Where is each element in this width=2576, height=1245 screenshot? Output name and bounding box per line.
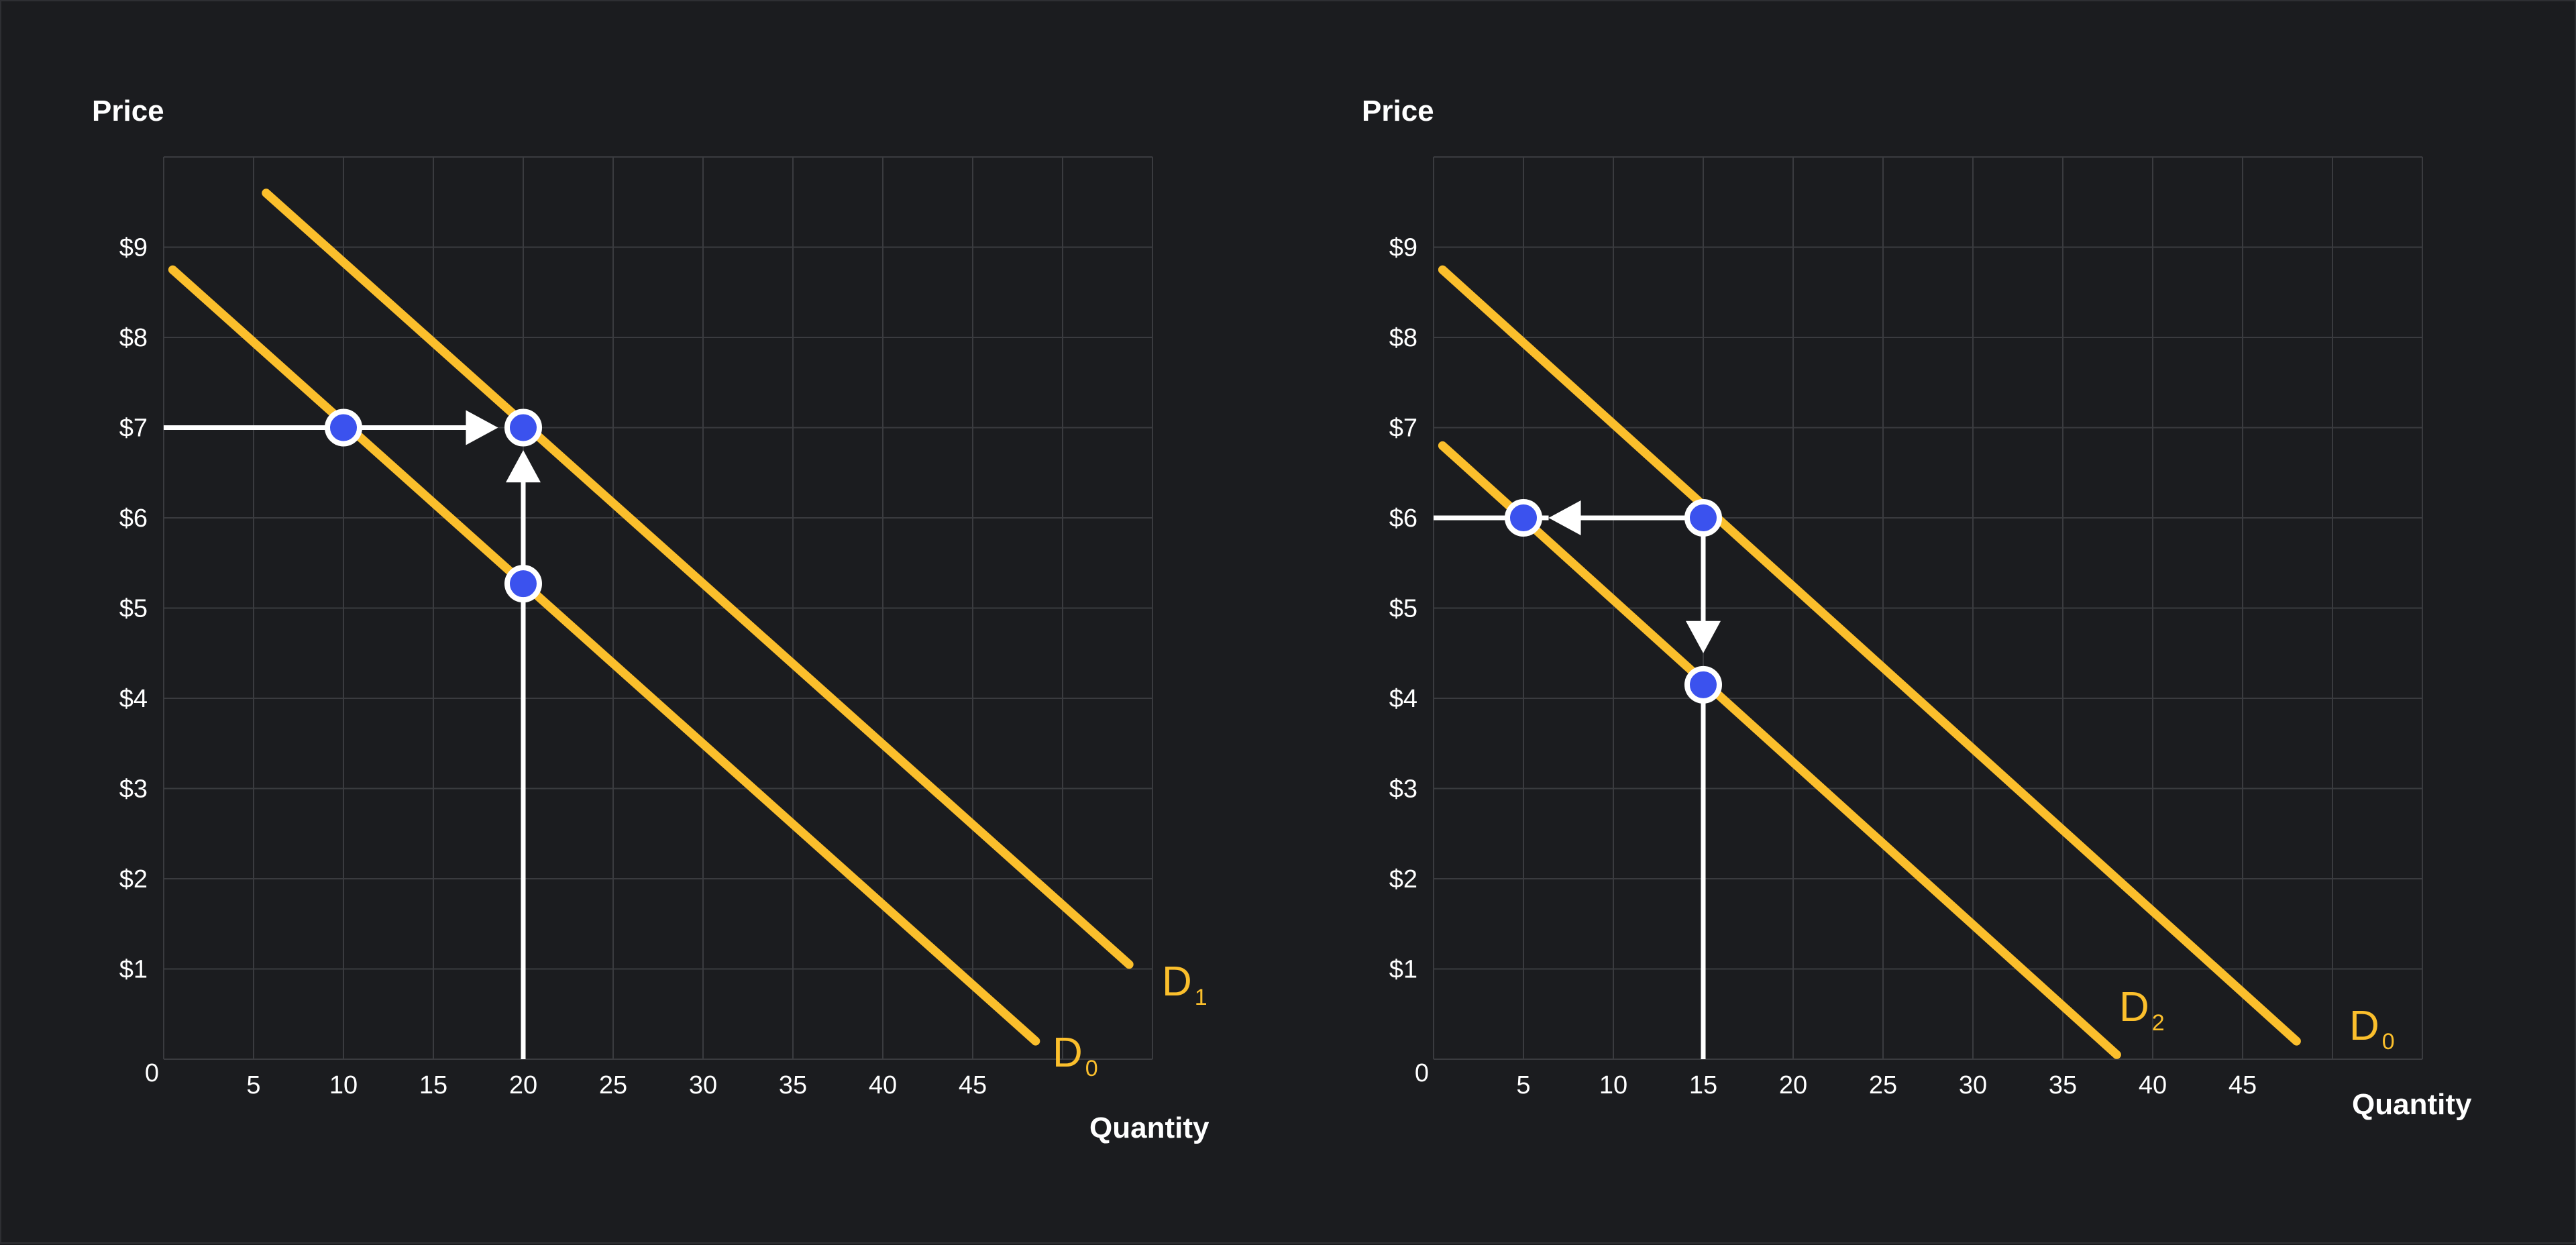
chart-1-y-tick-label: $3 — [119, 775, 148, 804]
chart-2-y-tick-label: $4 — [1389, 685, 1417, 713]
chart-2-demand-curve-d0 — [1438, 265, 2301, 1046]
chart-1-y-tick-label: $2 — [119, 865, 148, 894]
chart-2-x-tick-label: 5 — [1516, 1071, 1530, 1099]
chart-1-y-tick-label: $1 — [119, 956, 148, 984]
chart-1-x-tick-label: 25 — [599, 1071, 627, 1099]
chart-1-x-tick-label: 30 — [689, 1071, 717, 1099]
chart-2-x-tick-label: 15 — [1689, 1071, 1717, 1099]
chart-1-arrow-head — [506, 450, 541, 483]
chart-2-y-tick-label: $5 — [1389, 595, 1417, 623]
chart-2-x-tick-label: 40 — [2139, 1071, 2167, 1099]
chart-1-y-tick-label: $5 — [119, 595, 148, 623]
chart-1-data-point — [325, 409, 362, 447]
chart-2-y-tick-label: $7 — [1389, 415, 1417, 443]
chart-2-y-tick-label: $6 — [1389, 504, 1417, 533]
chart-2-y-tick-label: $2 — [1389, 865, 1417, 894]
chart-2-y-axis-title: Price — [1362, 95, 1434, 127]
chart-1-x-tick-label: 40 — [869, 1071, 897, 1099]
chart-2-origin-label: 0 — [1415, 1059, 1429, 1087]
chart-2-data-point — [1684, 499, 1722, 537]
chart-2: Price Quantity 5 10 15 20 25 30 35 40 45 $1 $2 $3 $4 $5… — [1362, 95, 2472, 1121]
chart-1-x-tick-label: 5 — [246, 1071, 260, 1099]
chart-2-demand-curve-d2 — [1438, 441, 2121, 1059]
chart-1-y-tick-label: $4 — [119, 685, 148, 713]
chart-1-demand-curve-d0 — [168, 265, 1040, 1046]
chart-1-arrow-head — [466, 410, 498, 445]
chart-2-y-tick-label: $1 — [1389, 956, 1417, 984]
chart-2-data-point — [1684, 665, 1722, 704]
chart-1-y-tick-label: $7 — [119, 415, 148, 443]
chart-1-y-tick-label: $8 — [119, 324, 148, 352]
chart-2-x-tick-label: 45 — [2229, 1071, 2257, 1099]
chart-2-arrow-head — [1548, 500, 1581, 535]
chart-1-x-tick-label: 20 — [509, 1071, 537, 1099]
chart-1-x-tick-label: 35 — [779, 1071, 807, 1099]
chart-2-x-tick-label: 30 — [1959, 1071, 1987, 1099]
chart-2-x-tick-label: 20 — [1779, 1071, 1807, 1099]
chart-2-y-tick-label: $8 — [1389, 324, 1417, 352]
chart-1-x-tick-label: 45 — [959, 1071, 987, 1099]
chart-1-grid — [163, 156, 1153, 1060]
chart-2-y-tick-label: $3 — [1389, 775, 1417, 804]
chart-1-origin-label: 0 — [145, 1059, 159, 1087]
chart-2-arrow-head — [1686, 620, 1721, 653]
chart-1-data-point — [504, 409, 542, 447]
chart-2-grid — [1433, 156, 2423, 1060]
chart-1-x-axis-title: Quantity — [1089, 1112, 1210, 1144]
chart-1-y-tick-label: $6 — [119, 504, 148, 533]
chart-1: Price Quantity 5 10 15 20 25 30 35 40 45 $1 $2 $3 $4 $5… — [92, 95, 1210, 1144]
chart-2-y-tick-label: $9 — [1389, 234, 1417, 262]
chart-1-x-tick-label: 10 — [329, 1071, 358, 1099]
chart-2-data-point — [1505, 499, 1542, 537]
chart-1-demand-curve-d1 — [262, 188, 1134, 969]
chart-1-data-point — [504, 565, 542, 603]
chart-2-x-tick-label: 25 — [1869, 1071, 1897, 1099]
chart-2-x-tick-label: 35 — [2049, 1071, 2077, 1099]
chart-1-x-tick-label: 15 — [419, 1071, 447, 1099]
chart-1-y-tick-label: $9 — [119, 234, 148, 262]
chart-2-x-axis-title: Quantity — [2352, 1088, 2472, 1121]
chart-1-y-axis-title: Price — [92, 95, 164, 127]
chart-2-x-tick-label: 10 — [1599, 1071, 1627, 1099]
